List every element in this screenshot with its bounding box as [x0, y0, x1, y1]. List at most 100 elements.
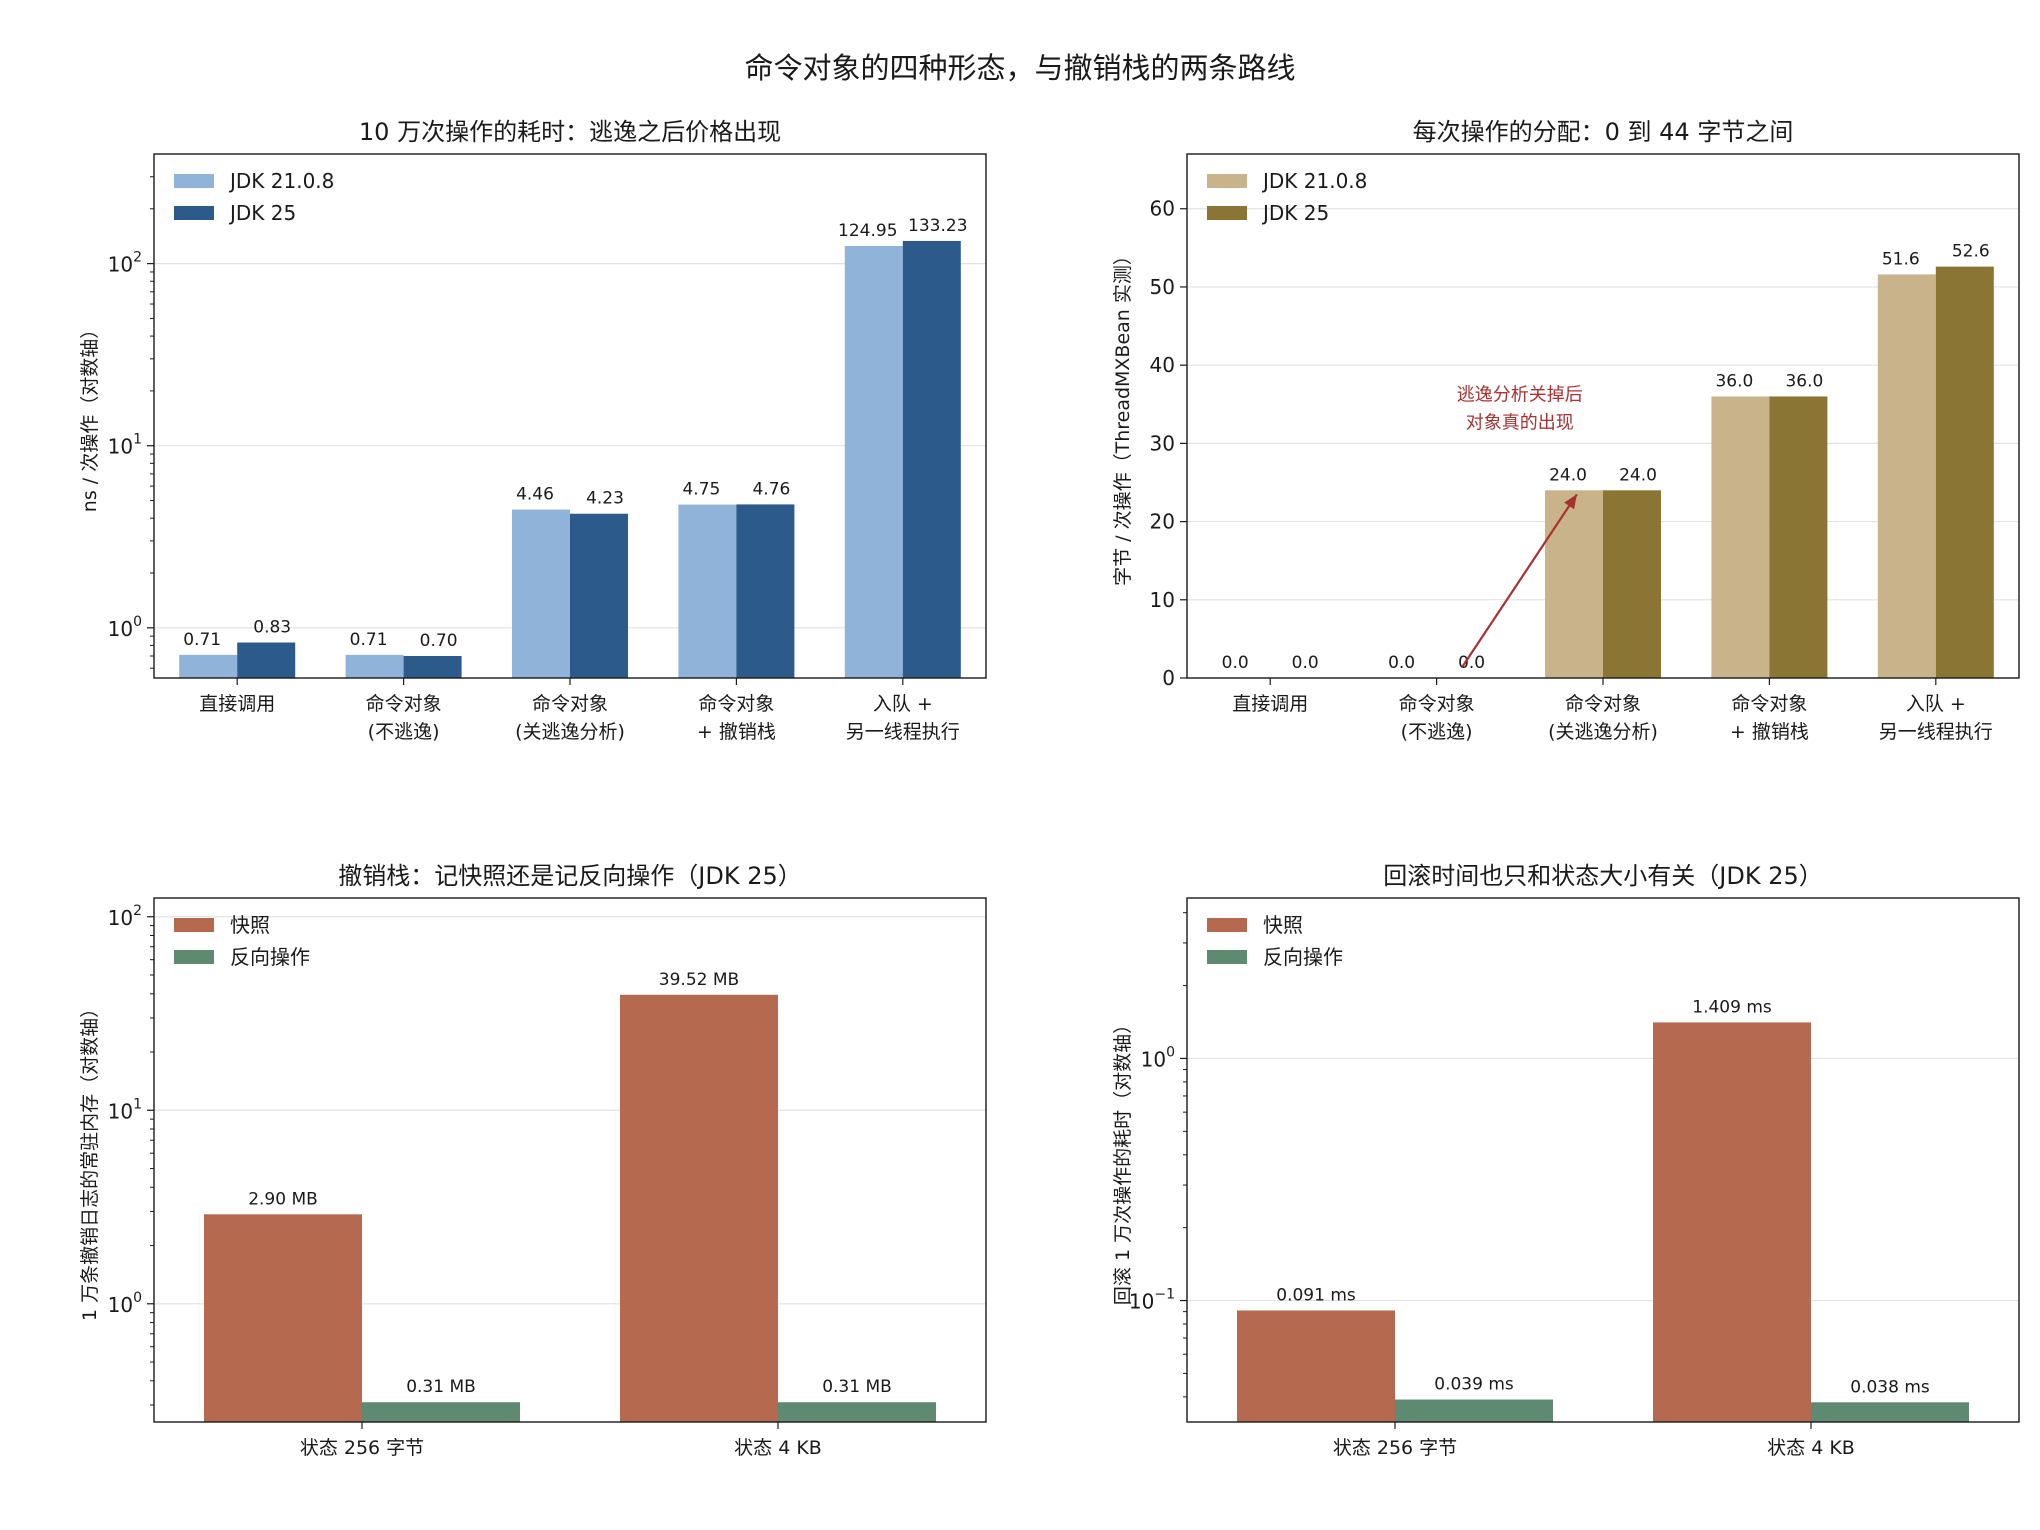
annotation-text: 逃逸分析关掉后	[1457, 384, 1583, 405]
bar-value-label: 0.70	[420, 631, 458, 651]
bar-value-label: 0.0	[1222, 653, 1249, 673]
legend-swatch	[1207, 174, 1247, 188]
chart-title: 撤销栈：记快照还是记反向操作（JDK 25）	[338, 862, 801, 890]
bar-value-label: 0.71	[183, 630, 221, 650]
bar-快照	[620, 994, 778, 1422]
legend-label: JDK 21.0.8	[228, 169, 334, 193]
x-tick-label: 入队 +	[873, 693, 933, 715]
bar-JDK-21.0.8	[844, 246, 903, 678]
chart-rollback-time: 回滚时间也只和状态大小有关（JDK 25） 0.091 ms 1.409 ms 0.0…	[1112, 862, 2020, 1459]
bar-反向操作	[1395, 1399, 1553, 1422]
bar-value-label: 36.0	[1715, 371, 1753, 391]
chart-title: 每次操作的分配：0 到 44 字节之间	[1413, 118, 1794, 146]
y-tick-base: 10	[108, 1099, 133, 1123]
bar-快照	[1653, 1022, 1811, 1422]
y-tick-base: 10	[108, 906, 133, 930]
annotation-text: 对象真的出现	[1466, 412, 1574, 433]
y-axis-label: ns / 次操作（对数轴）	[79, 320, 101, 512]
y-tick-label: 101	[108, 432, 142, 459]
bar-JDK-21.0.8	[1711, 396, 1770, 678]
bar-value-label: 24.0	[1619, 465, 1657, 485]
x-tick-label: (不逃逸)	[368, 721, 440, 743]
y-axis-label: 字节 / 次操作（ThreadMXBean 实测）	[1112, 246, 1134, 586]
bar-value-label: 0.091 ms	[1276, 1285, 1356, 1305]
bar-反向操作	[1811, 1402, 1969, 1422]
y-tick-label: 30	[1150, 431, 1175, 455]
x-tick-label: + 撤销栈	[1730, 721, 1809, 743]
legend: JDK 21.0.8 JDK 25	[174, 169, 334, 225]
y-tick-base: 10	[108, 1293, 133, 1317]
bar-value-label: 0.0	[1458, 653, 1485, 673]
bar-JDK-21.0.8	[179, 654, 238, 678]
y-tick-exponent: 0	[1166, 1044, 1175, 1060]
x-tick-label: (不逃逸)	[1401, 721, 1473, 743]
x-tick-label: 入队 +	[1906, 693, 1966, 715]
bar-反向操作	[362, 1402, 520, 1422]
legend-label: 反向操作	[230, 945, 310, 969]
y-tick-base: 10	[1129, 1290, 1154, 1314]
bar-JDK-21.0.8	[678, 504, 737, 678]
bar-value-label: 1.409 ms	[1692, 997, 1772, 1017]
y-axis-label: 回滚 1 万次操作的耗时（对数轴）	[1112, 1015, 1134, 1305]
x-tick-label: 状态 256 字节	[1333, 1437, 1457, 1459]
y-tick-label: 40	[1150, 353, 1175, 377]
y-axis-label: 1 万条撤销日志的常驻内存（对数轴）	[79, 999, 101, 1321]
annotation-arrowhead	[1564, 494, 1577, 510]
bar-value-label: 0.0	[1388, 653, 1415, 673]
bar-value-label: 24.0	[1549, 465, 1587, 485]
bar-value-label: 36.0	[1785, 371, 1823, 391]
x-tick-label: + 撤销栈	[697, 721, 776, 743]
legend-label: 反向操作	[1263, 945, 1343, 969]
y-tick-label: 20	[1150, 510, 1175, 534]
x-tick-label: 状态 4 KB	[734, 1437, 822, 1459]
bar-JDK-25	[1935, 266, 1994, 678]
bar-value-label: 52.6	[1952, 242, 1990, 262]
legend-label: 快照	[1263, 913, 1303, 937]
x-tick-label: 状态 4 KB	[1767, 1437, 1855, 1459]
y-tick-exponent: 2	[133, 903, 142, 919]
bar-value-label: 39.52 MB	[659, 970, 739, 990]
bar-value-label: 4.23	[586, 489, 624, 509]
plot-frame	[1186, 897, 2020, 1423]
y-tick-label: 100	[108, 614, 142, 641]
legend: JDK 21.0.8 JDK 25	[1207, 169, 1367, 225]
chart-title: 回滚时间也只和状态大小有关（JDK 25）	[1383, 862, 1822, 890]
y-tick-label: 101	[108, 1096, 142, 1123]
y-tick-label: 100	[108, 1290, 142, 1317]
chart-latency: 10 万次操作的耗时：逃逸之后价格出现 0.71 0.71 4.46 4.75 124.9…	[79, 118, 987, 743]
y-tick-label: 100	[1141, 1044, 1175, 1071]
y-tick-label: 60	[1150, 197, 1175, 221]
y-tick-label: 102	[108, 903, 142, 930]
x-tick-label: 状态 256 字节	[300, 1437, 424, 1459]
y-tick-label: 10−1	[1129, 1287, 1175, 1314]
y-tick-exponent: 1	[133, 1096, 142, 1112]
legend-swatch	[1207, 206, 1247, 220]
legend-swatch	[174, 918, 214, 932]
bar-value-label: 4.46	[516, 485, 554, 505]
x-tick-label: 另一线程执行	[1879, 721, 1993, 743]
y-tick-exponent: 0	[133, 1290, 142, 1306]
y-tick-exponent: 1	[133, 432, 142, 448]
legend-swatch	[1207, 918, 1247, 932]
bar-value-label: 0.71	[350, 630, 388, 650]
legend-swatch	[174, 950, 214, 964]
x-tick-label: 命令对象	[1399, 693, 1475, 715]
y-tick-base: 10	[108, 253, 133, 277]
y-tick-label: 0	[1162, 666, 1175, 690]
bar-JDK-25	[570, 513, 628, 678]
x-tick-label: 命令对象	[366, 693, 442, 715]
y-tick-exponent: 0	[133, 614, 142, 630]
chart-undo-memory: 撤销栈：记快照还是记反向操作（JDK 25） 2.90 MB 39.52 MB 0.3…	[79, 862, 987, 1459]
y-tick-label: 102	[108, 250, 142, 277]
bar-JDK-21.0.8	[1545, 490, 1603, 678]
bar-value-label: 4.75	[682, 480, 720, 500]
y-tick-exponent: 2	[133, 250, 142, 266]
chart-allocation: 每次操作的分配：0 到 44 字节之间 0.0 0.0 24.0 36.0 51.6 0.0…	[1112, 118, 2020, 743]
bar-快照	[204, 1214, 362, 1422]
x-tick-label: 另一线程执行	[846, 721, 960, 743]
bar-JDK-25	[237, 642, 296, 678]
bar-JDK-25	[1769, 396, 1828, 678]
bar-value-label: 0.039 ms	[1434, 1375, 1514, 1395]
